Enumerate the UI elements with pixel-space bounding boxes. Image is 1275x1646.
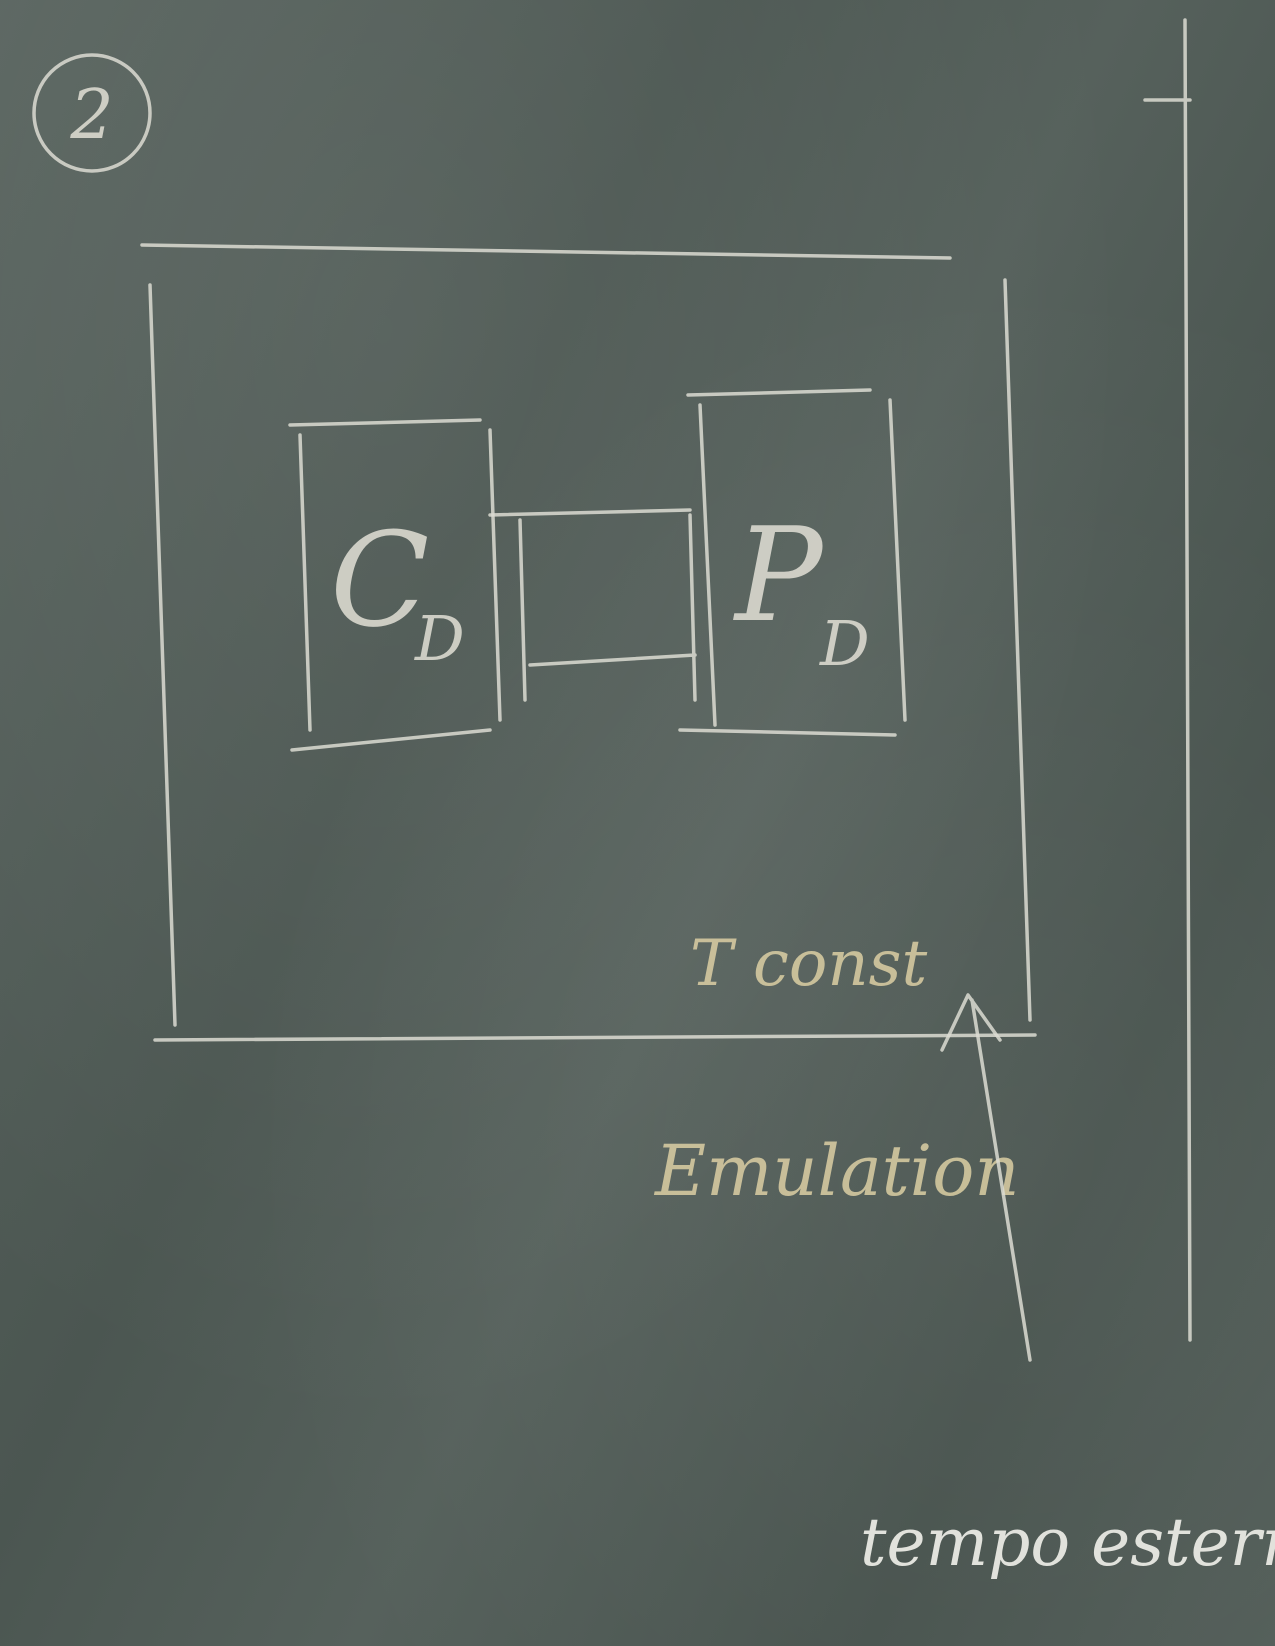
left-box-letter: C bbox=[330, 504, 429, 656]
step-circle bbox=[32, 53, 152, 173]
left-box bbox=[288, 418, 502, 752]
left-box-subscript: D bbox=[414, 602, 465, 675]
step-number: 2 bbox=[69, 76, 113, 155]
right-box bbox=[678, 388, 907, 737]
arrow-up-icon bbox=[940, 993, 1032, 1362]
boundary-label: Emulation bbox=[653, 1130, 1019, 1212]
outer-box bbox=[140, 243, 1037, 1042]
edge-marks bbox=[1143, 18, 1192, 1342]
connector-box bbox=[488, 508, 697, 702]
arrow-label: tempo esterno bbox=[860, 1504, 1275, 1581]
inner-label: T const bbox=[690, 927, 927, 1001]
right-box-subscript: D bbox=[819, 607, 870, 680]
right-box-letter: P bbox=[733, 499, 825, 651]
